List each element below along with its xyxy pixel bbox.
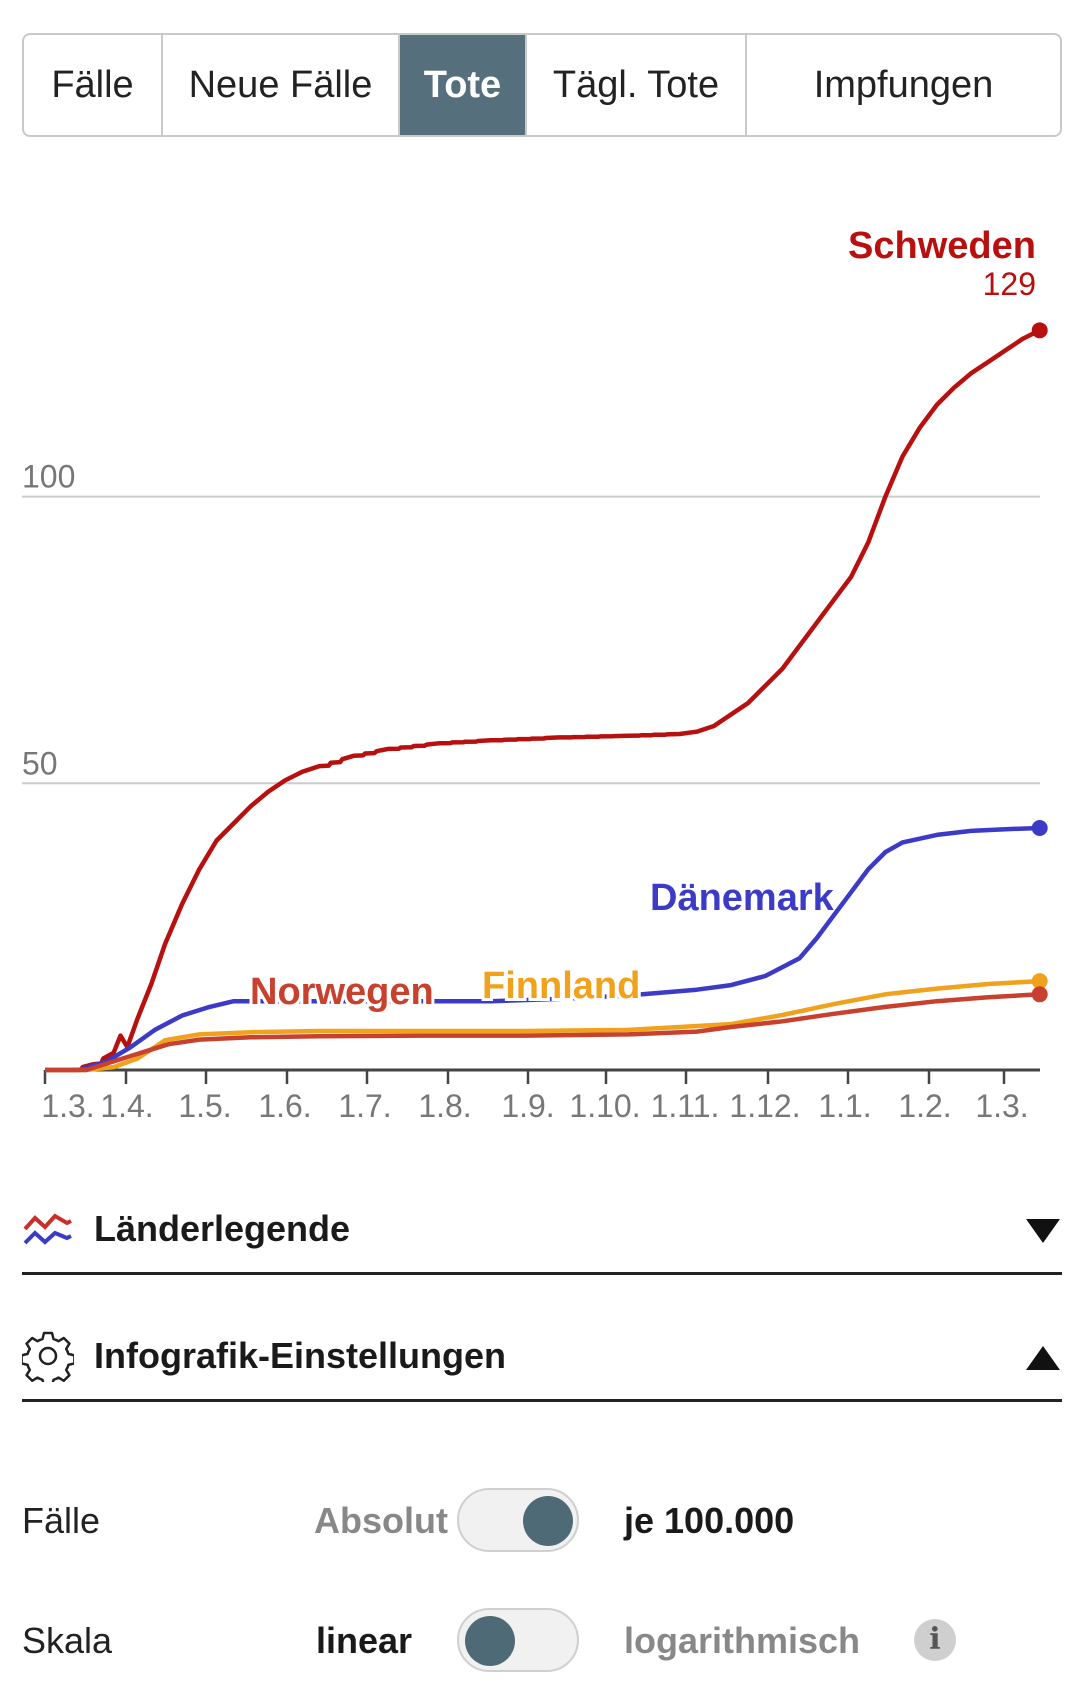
end-point-dänemark bbox=[1031, 820, 1048, 837]
info-icon[interactable]: i bbox=[914, 1619, 956, 1661]
scale-setting-row: Skala linear logarithmisch i bbox=[22, 1606, 1062, 1676]
chevron-down-icon bbox=[1026, 1219, 1060, 1243]
x-tick-label: 1.4. bbox=[100, 1088, 153, 1124]
toggle-knob bbox=[523, 1496, 573, 1546]
series-label-norwegen: Norwegen bbox=[250, 971, 434, 1013]
x-tick-label: 1.10. bbox=[569, 1088, 640, 1124]
logarithmic-option[interactable]: logarithmisch bbox=[624, 1620, 861, 1661]
tab-neue-faelle[interactable]: Neue Fälle bbox=[163, 35, 400, 135]
series-label-daenemark: Dänemark bbox=[650, 877, 835, 919]
x-tick-label: 1.11. bbox=[651, 1088, 720, 1124]
tab-impfungen[interactable]: Impfungen bbox=[813, 63, 994, 106]
settings-section-title: Infografik-Einstellungen bbox=[94, 1334, 507, 1376]
legend-section-title: Länderlegende bbox=[94, 1207, 351, 1249]
x-tick-label: 1.3. bbox=[975, 1088, 1028, 1124]
per-100000-option[interactable]: je 100.000 bbox=[624, 1500, 795, 1541]
y-tick-label: 50 bbox=[22, 745, 58, 781]
absolute-option[interactable]: Absolut bbox=[314, 1500, 448, 1541]
scale-toggle[interactable] bbox=[457, 1608, 579, 1672]
lines-legend-icon bbox=[23, 1212, 72, 1245]
x-tick-label: 1.12. bbox=[729, 1088, 800, 1124]
series-line-finnland bbox=[45, 978, 1040, 1073]
gear-icon bbox=[22, 1331, 74, 1382]
tab-faelle[interactable]: Fälle bbox=[24, 35, 163, 135]
toggle-knob bbox=[465, 1616, 515, 1666]
tab-taegl-tote[interactable]: Tägl. Tote bbox=[527, 35, 747, 135]
chevron-up-icon bbox=[1026, 1346, 1060, 1370]
series-line-schweden bbox=[45, 328, 1041, 1073]
series-label-schweden: Schweden bbox=[848, 225, 1036, 267]
series-label-finnland: Finnland bbox=[482, 965, 640, 1007]
x-tick-label: 1.8. bbox=[418, 1088, 471, 1124]
x-tick-label: 1.7. bbox=[338, 1088, 391, 1124]
scale-setting-label: Skala bbox=[22, 1620, 113, 1661]
country-legend-toggle[interactable]: Länderlegende bbox=[22, 1185, 1062, 1275]
x-tick-label: 1.3. bbox=[41, 1088, 94, 1124]
cases-toggle[interactable] bbox=[457, 1488, 579, 1552]
linear-option[interactable]: linear bbox=[315, 1620, 412, 1661]
x-tick-label: 1.6. bbox=[258, 1088, 311, 1124]
end-value-label-schweden: 129 bbox=[983, 266, 1036, 302]
cases-setting-row: Fälle Absolut je 100.000 bbox=[22, 1486, 1062, 1556]
y-tick-label: 100 bbox=[22, 459, 75, 495]
end-point-finnland bbox=[1031, 973, 1048, 990]
x-tick-label: 1.9. bbox=[501, 1088, 554, 1124]
end-point-norwegen bbox=[1031, 986, 1048, 1003]
x-tick-label: 1.5. bbox=[178, 1088, 231, 1124]
tab-tote[interactable]: Tote bbox=[400, 35, 527, 135]
metric-tabs: Fälle Neue Fälle Tote Tägl. Tote Impfung… bbox=[22, 33, 1062, 137]
x-tick-label: 1.2. bbox=[898, 1088, 951, 1124]
series-line-norwegen bbox=[45, 992, 1040, 1073]
x-tick-label: 1.1. bbox=[818, 1088, 871, 1124]
end-point-schweden bbox=[1031, 322, 1048, 339]
infographic-settings-toggle[interactable]: Infografik-Einstellungen bbox=[22, 1312, 1062, 1402]
series-line-dänemark bbox=[45, 825, 1040, 1073]
cases-setting-label: Fälle bbox=[22, 1500, 101, 1541]
